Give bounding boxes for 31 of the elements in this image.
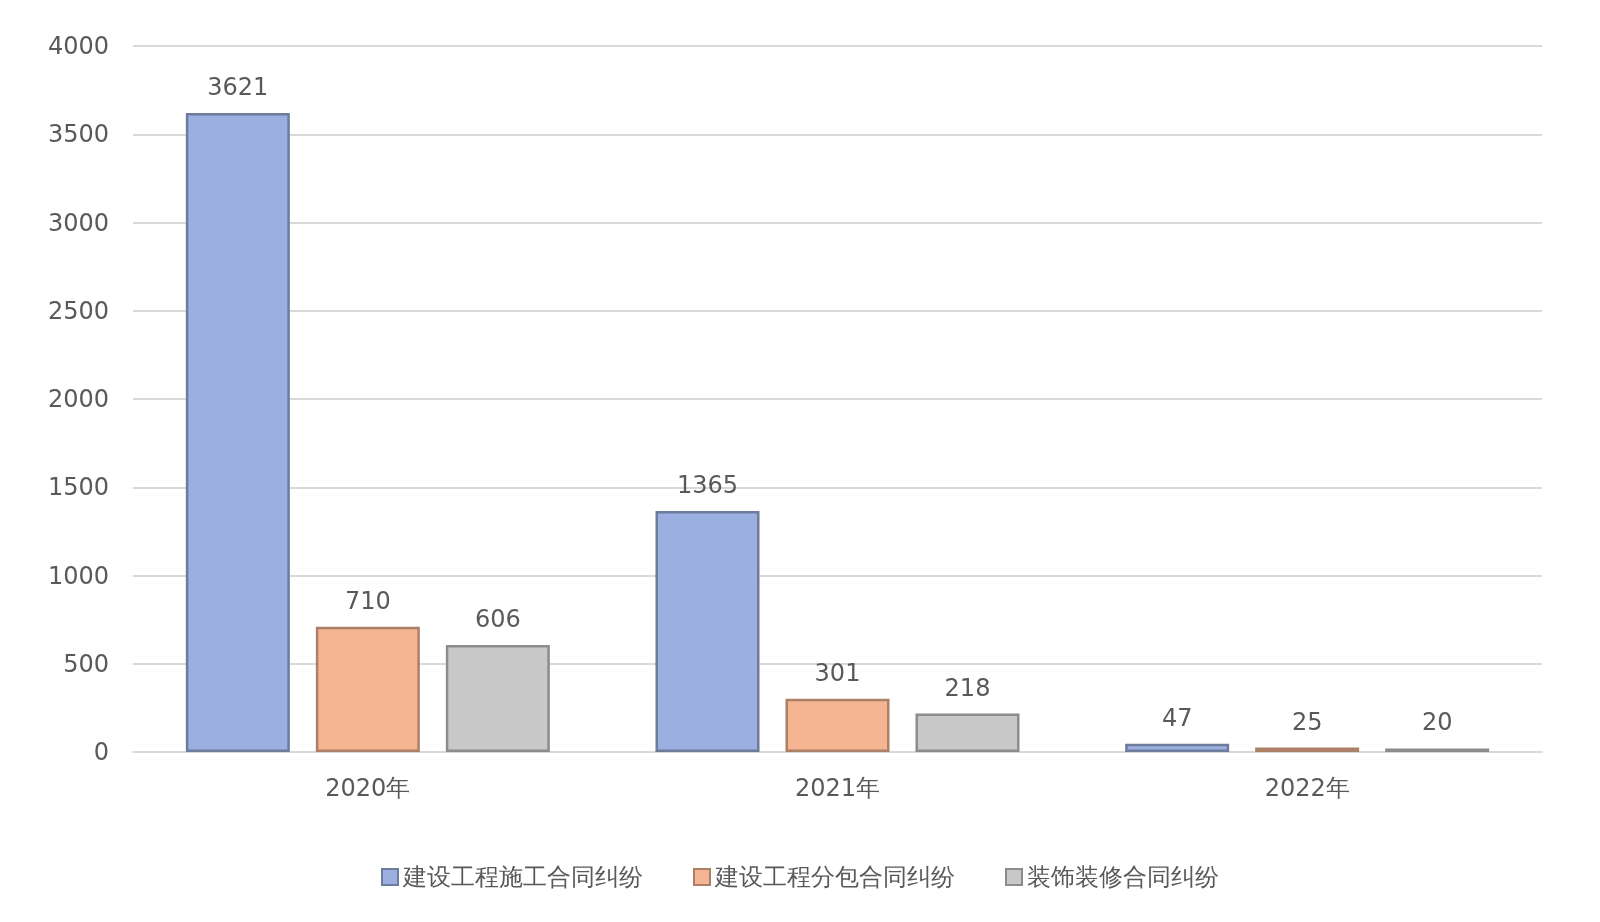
data-label: 301 <box>814 658 861 687</box>
y-tick-label: 1500 <box>47 473 109 502</box>
bar <box>915 713 1020 752</box>
x-tick-label: 2020年 <box>325 774 411 802</box>
y-tick-label: 3000 <box>47 208 109 237</box>
bar <box>1125 743 1230 752</box>
y-tick-label: 2500 <box>47 296 109 325</box>
data-label: 3621 <box>207 72 269 101</box>
bar <box>185 112 290 752</box>
bar <box>445 645 550 752</box>
data-label: 20 <box>1421 708 1453 737</box>
x-tick-label: 2022年 <box>1264 774 1350 802</box>
bar <box>655 511 760 752</box>
data-label: 47 <box>1161 703 1193 732</box>
y-tick-label: 2000 <box>47 385 109 413</box>
bar <box>315 626 420 752</box>
legend-label: 装饰装修合同纠纷 <box>1027 863 1219 891</box>
data-label: 218 <box>944 673 991 702</box>
x-tick-label: 2021年 <box>794 774 881 802</box>
legend-label: 建设工程施工合同纠纷 <box>402 863 643 891</box>
bar <box>785 698 890 752</box>
y-tick-label: 3500 <box>47 120 109 149</box>
y-tick-label: 1000 <box>47 561 109 590</box>
y-tick-label: 4000 <box>47 32 109 60</box>
y-tick-label: 0 <box>93 738 109 766</box>
y-tick-label: 500 <box>63 649 109 678</box>
data-label: 710 <box>344 586 391 615</box>
data-label: 1365 <box>676 471 739 500</box>
legend-label: 建设工程分包合同纠纷 <box>714 863 955 891</box>
data-label: 25 <box>1291 707 1323 736</box>
data-label: 606 <box>474 605 521 634</box>
